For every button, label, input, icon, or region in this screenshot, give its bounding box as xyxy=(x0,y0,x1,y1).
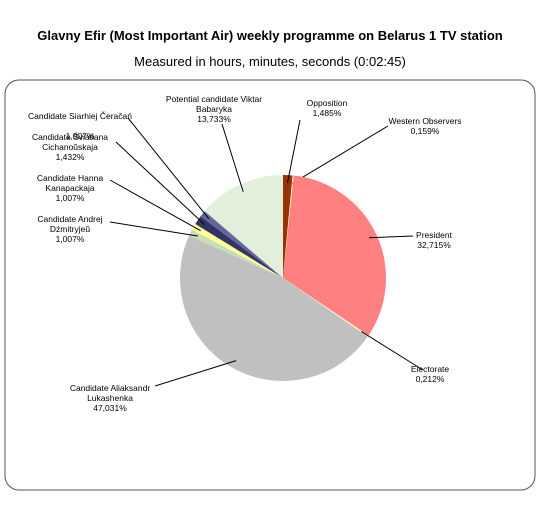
pie-slice xyxy=(283,278,369,337)
pie-slice xyxy=(283,175,293,278)
leader-line xyxy=(127,117,210,219)
pie-slice xyxy=(180,235,368,381)
slice-value: 1,007% xyxy=(65,131,95,141)
pie-slice xyxy=(195,216,283,278)
slice-value: 32,715% xyxy=(417,240,451,250)
slice-value: 0,159% xyxy=(410,126,440,136)
leader-line xyxy=(286,119,301,184)
pie-slice xyxy=(200,211,283,278)
slice-label: Opposition xyxy=(306,98,348,108)
slice-label: President xyxy=(416,230,452,240)
leader-line xyxy=(369,235,414,239)
leader-line xyxy=(109,179,201,232)
leader-line xyxy=(361,331,424,371)
slice-value: 1,007% xyxy=(55,234,85,244)
slice-value: 1,007% xyxy=(55,193,85,203)
pie-slice xyxy=(192,223,283,278)
leader-line xyxy=(154,360,237,387)
pie-slice xyxy=(283,175,386,336)
slice-value: 0,212% xyxy=(415,374,445,384)
slice-value: 47,031% xyxy=(93,403,127,413)
pie-slice xyxy=(204,175,283,278)
chart-subtitle: Measured in hours, minutes, seconds (0:0… xyxy=(134,54,406,69)
leader-line xyxy=(115,141,205,225)
slice-value: 1,432% xyxy=(55,152,85,162)
slice-label: Western Observers xyxy=(388,116,462,126)
pie-slice xyxy=(283,175,294,278)
slice-label: Candidate Śviatlana Cichanoŭskaja xyxy=(31,132,109,152)
slice-value: 1,485% xyxy=(312,108,342,118)
slice-label: Candidate Siarhiej Čeračań xyxy=(28,111,132,121)
leader-line xyxy=(221,123,244,192)
pie-slice xyxy=(189,229,283,278)
slice-label: Candidate Hanna Kanapackaja xyxy=(36,173,104,193)
leader-line xyxy=(292,125,389,184)
slice-label: Potential candidate Viktar Babaryka xyxy=(165,94,263,114)
slice-label: Electorate xyxy=(410,364,450,374)
slice-label: Candidate Andrej Dźmitryjeŭ xyxy=(37,214,103,234)
leader-line xyxy=(109,221,198,237)
chart-title: Glavny Efir (Most Important Air) weekly … xyxy=(37,28,503,43)
slice-label: Candidate Aliaksandr Lukashenka xyxy=(69,383,151,403)
slice-value: 13,733% xyxy=(197,114,231,124)
